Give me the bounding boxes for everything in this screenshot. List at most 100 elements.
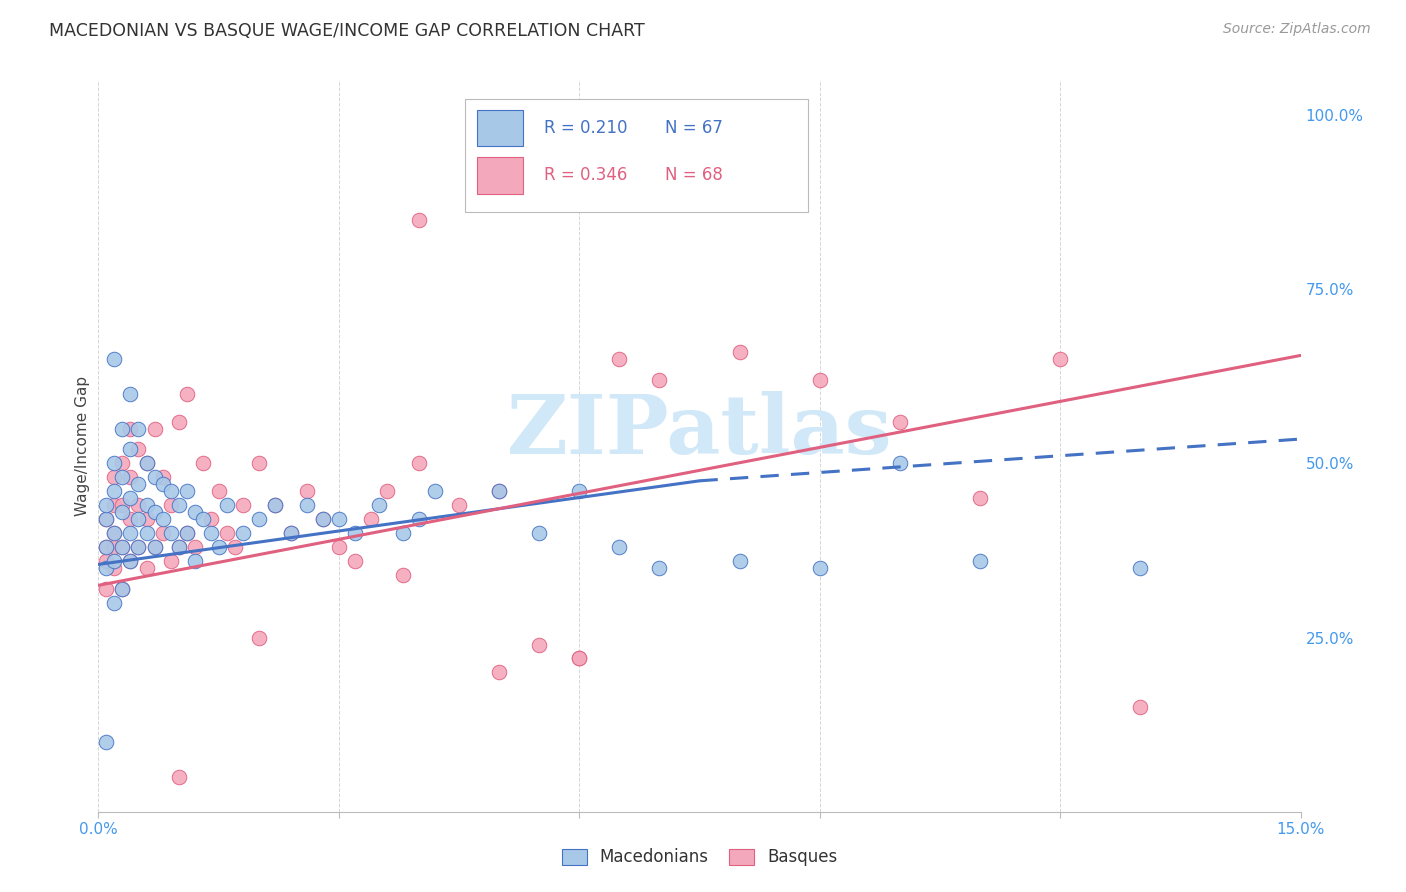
- Point: [111, 582, 134, 596]
- Point: [143, 505, 166, 519]
- Point: [143, 421, 166, 435]
- Point: [135, 457, 157, 471]
- Point: [183, 540, 205, 554]
- Point: [96, 735, 118, 749]
- Point: [143, 540, 166, 554]
- Text: ZIPatlas: ZIPatlas: [506, 392, 893, 471]
- Point: [135, 526, 157, 541]
- Point: [135, 512, 157, 526]
- Point: [224, 540, 246, 554]
- Point: [120, 421, 142, 435]
- Point: [889, 457, 911, 471]
- Point: [328, 540, 350, 554]
- Point: [96, 540, 118, 554]
- Point: [247, 457, 270, 471]
- Point: [152, 477, 174, 491]
- Point: [969, 491, 991, 506]
- Point: [263, 498, 285, 512]
- Legend: Macedonians, Basques: Macedonians, Basques: [555, 841, 844, 873]
- Point: [120, 442, 142, 457]
- Point: [208, 540, 231, 554]
- Point: [128, 540, 150, 554]
- Text: N = 67: N = 67: [665, 119, 723, 136]
- Point: [167, 540, 190, 554]
- Point: [200, 526, 222, 541]
- Point: [103, 554, 125, 568]
- Point: [568, 484, 591, 499]
- Point: [343, 554, 366, 568]
- Point: [152, 512, 174, 526]
- Point: [488, 484, 510, 499]
- Point: [135, 457, 157, 471]
- Point: [167, 540, 190, 554]
- Point: [103, 351, 125, 366]
- Point: [111, 457, 134, 471]
- Point: [423, 484, 446, 499]
- Point: [969, 554, 991, 568]
- Point: [143, 470, 166, 484]
- Point: [191, 512, 214, 526]
- Point: [103, 561, 125, 575]
- FancyBboxPatch shape: [477, 110, 523, 146]
- Point: [103, 484, 125, 499]
- Point: [408, 212, 430, 227]
- Point: [392, 567, 415, 582]
- Point: [135, 561, 157, 575]
- Point: [103, 470, 125, 484]
- Point: [111, 421, 134, 435]
- Point: [568, 651, 591, 665]
- Point: [111, 505, 134, 519]
- Point: [176, 526, 198, 541]
- Point: [728, 554, 751, 568]
- Point: [103, 498, 125, 512]
- Point: [103, 457, 125, 471]
- Point: [176, 526, 198, 541]
- Point: [159, 484, 181, 499]
- Point: [96, 540, 118, 554]
- Point: [111, 540, 134, 554]
- Point: [120, 512, 142, 526]
- Point: [295, 498, 318, 512]
- Point: [128, 477, 150, 491]
- Point: [343, 526, 366, 541]
- Point: [529, 638, 551, 652]
- Point: [408, 457, 430, 471]
- Point: [103, 526, 125, 541]
- Point: [392, 526, 415, 541]
- Text: R = 0.346: R = 0.346: [544, 167, 628, 185]
- Point: [200, 512, 222, 526]
- Point: [120, 470, 142, 484]
- Point: [808, 373, 831, 387]
- Point: [232, 526, 254, 541]
- Point: [408, 512, 430, 526]
- Point: [103, 596, 125, 610]
- Point: [648, 373, 671, 387]
- Point: [728, 345, 751, 359]
- Point: [176, 484, 198, 499]
- Point: [176, 386, 198, 401]
- Point: [120, 491, 142, 506]
- Point: [183, 554, 205, 568]
- Point: [215, 498, 238, 512]
- Point: [280, 526, 302, 541]
- Point: [111, 470, 134, 484]
- Point: [96, 498, 118, 512]
- Point: [159, 526, 181, 541]
- Point: [1129, 700, 1152, 714]
- Point: [135, 498, 157, 512]
- Point: [128, 498, 150, 512]
- Text: Source: ZipAtlas.com: Source: ZipAtlas.com: [1223, 22, 1371, 37]
- Point: [295, 484, 318, 499]
- Point: [159, 554, 181, 568]
- Point: [312, 512, 335, 526]
- Point: [328, 512, 350, 526]
- Point: [120, 554, 142, 568]
- Point: [648, 561, 671, 575]
- Point: [96, 582, 118, 596]
- Point: [120, 554, 142, 568]
- Point: [263, 498, 285, 512]
- Point: [609, 351, 631, 366]
- Point: [152, 470, 174, 484]
- Point: [1049, 351, 1071, 366]
- Point: [488, 484, 510, 499]
